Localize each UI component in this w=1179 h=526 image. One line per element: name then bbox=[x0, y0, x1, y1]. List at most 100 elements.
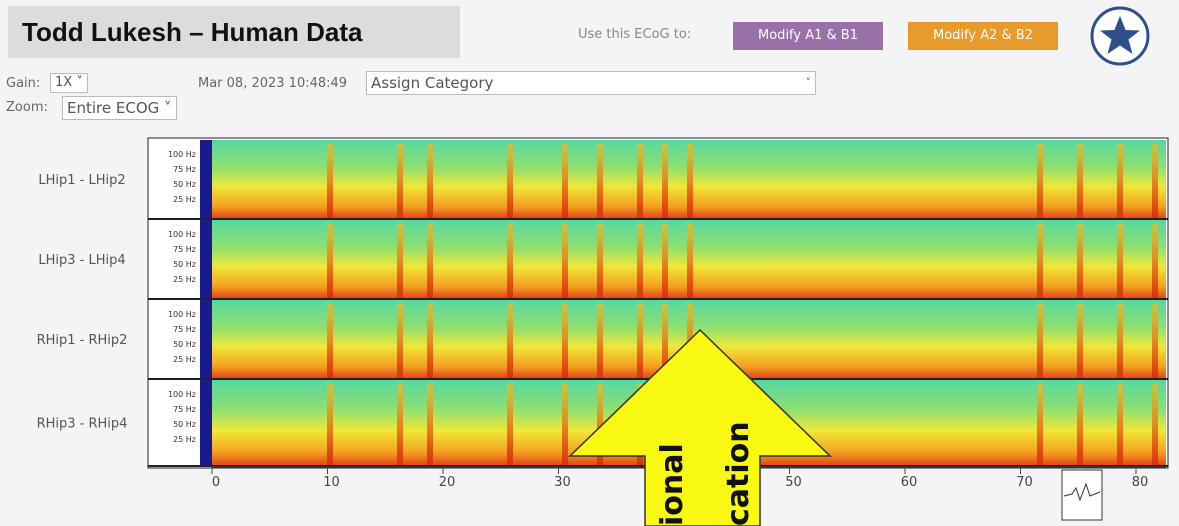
burst bbox=[637, 144, 643, 218]
star-button[interactable] bbox=[1088, 4, 1152, 68]
burst bbox=[687, 144, 693, 218]
burst bbox=[397, 224, 403, 298]
burst bbox=[1037, 144, 1043, 218]
channel-label: RHip3 - RHip4 bbox=[37, 417, 128, 432]
gain-select[interactable]: 1X ˅ bbox=[50, 73, 88, 93]
time-tick-label: 70 bbox=[1016, 475, 1033, 490]
burst bbox=[327, 224, 333, 298]
burst bbox=[1152, 304, 1158, 378]
thumbnail-trace bbox=[1063, 482, 1101, 502]
burst bbox=[562, 304, 568, 378]
burst bbox=[1077, 224, 1083, 298]
burst bbox=[1117, 224, 1123, 298]
burst bbox=[397, 144, 403, 218]
left-strip bbox=[200, 220, 212, 298]
burst bbox=[562, 144, 568, 218]
frequency-tick-label: 50 Hz bbox=[173, 340, 196, 349]
burst bbox=[562, 384, 568, 465]
burst bbox=[1117, 304, 1123, 378]
channel-label: LHip1 - LHip2 bbox=[38, 173, 125, 188]
burst bbox=[397, 384, 403, 465]
frequency-tick-label: 25 Hz bbox=[173, 355, 196, 364]
gain-value: 1X bbox=[55, 75, 73, 90]
timestamp: Mar 08, 2023 10:48:49 bbox=[198, 76, 348, 91]
overlay-text: ional bbox=[655, 443, 690, 526]
burst bbox=[507, 144, 513, 218]
burst bbox=[1037, 384, 1043, 465]
zoom-select[interactable]: Entire ECOG ˅ bbox=[62, 96, 177, 120]
time-tick-label: 50 bbox=[785, 475, 802, 490]
burst bbox=[327, 384, 333, 465]
burst bbox=[597, 384, 603, 465]
burst bbox=[597, 224, 603, 298]
frequency-tick-label: 25 Hz bbox=[173, 435, 196, 444]
burst bbox=[637, 224, 643, 298]
burst bbox=[507, 304, 513, 378]
star-icon bbox=[1100, 16, 1140, 54]
overlay-arrow bbox=[568, 328, 832, 526]
left-strip bbox=[200, 300, 212, 378]
burst bbox=[1077, 304, 1083, 378]
burst bbox=[427, 144, 433, 218]
frequency-tick-label: 100 Hz bbox=[168, 390, 196, 399]
use-label: Use this ECoG to: bbox=[578, 27, 692, 42]
burst bbox=[1037, 304, 1043, 378]
frequency-tick-label: 100 Hz bbox=[168, 310, 196, 319]
burst bbox=[327, 144, 333, 218]
chevron: ˅ bbox=[805, 76, 812, 89]
burst bbox=[427, 384, 433, 465]
burst bbox=[562, 224, 568, 298]
burst bbox=[597, 304, 603, 378]
overlay-text: cation bbox=[721, 421, 756, 526]
burst bbox=[1152, 144, 1158, 218]
time-tick-label: 80 bbox=[1132, 475, 1149, 490]
burst bbox=[662, 144, 668, 218]
frequency-tick-label: 25 Hz bbox=[173, 195, 196, 204]
frequency-tick-label: 25 Hz bbox=[173, 275, 196, 284]
burst bbox=[427, 304, 433, 378]
burst bbox=[427, 224, 433, 298]
burst bbox=[1152, 224, 1158, 298]
frequency-tick-label: 50 Hz bbox=[173, 420, 196, 429]
burst bbox=[1152, 384, 1158, 465]
frequency-tick-label: 75 Hz bbox=[173, 405, 196, 414]
burst bbox=[1117, 384, 1123, 465]
modify-a1-b1-button[interactable]: Modify A1 & B1 bbox=[733, 22, 883, 50]
zoom-value: Entire ECOG bbox=[67, 99, 160, 117]
modify-a2-b2-button[interactable]: Modify A2 & B2 bbox=[908, 22, 1058, 50]
time-tick-label: 0 bbox=[212, 475, 220, 490]
frequency-tick-label: 50 Hz bbox=[173, 260, 196, 269]
burst bbox=[662, 224, 668, 298]
burst bbox=[327, 304, 333, 378]
left-strip bbox=[200, 380, 212, 465]
burst bbox=[1077, 144, 1083, 218]
category-value: Assign Category bbox=[371, 74, 494, 92]
frequency-tick-label: 75 Hz bbox=[173, 165, 196, 174]
burst bbox=[1037, 224, 1043, 298]
burst bbox=[507, 384, 513, 465]
frequency-tick-label: 100 Hz bbox=[168, 150, 196, 159]
frequency-tick-label: 75 Hz bbox=[173, 245, 196, 254]
title: Todd Lukesh – Human Data bbox=[8, 6, 460, 58]
frequency-tick-label: 100 Hz bbox=[168, 230, 196, 239]
burst bbox=[687, 224, 693, 298]
time-tick-label: 60 bbox=[901, 475, 918, 490]
category-select[interactable]: Assign Category ˅ bbox=[366, 71, 816, 95]
channel-label: LHip3 - LHip4 bbox=[38, 253, 125, 268]
frequency-tick-label: 75 Hz bbox=[173, 325, 196, 334]
burst bbox=[662, 304, 668, 378]
burst bbox=[1117, 144, 1123, 218]
frequency-tick-label: 50 Hz bbox=[173, 180, 196, 189]
burst bbox=[507, 224, 513, 298]
zoom-label: Zoom: bbox=[6, 100, 48, 115]
time-tick-label: 20 bbox=[439, 475, 456, 490]
left-strip bbox=[200, 140, 212, 218]
burst bbox=[1077, 384, 1083, 465]
burst bbox=[637, 304, 643, 378]
channel-label: RHip1 - RHip2 bbox=[37, 333, 128, 348]
time-tick-label: 30 bbox=[554, 475, 571, 490]
time-tick-label: 10 bbox=[323, 475, 340, 490]
burst bbox=[597, 144, 603, 218]
